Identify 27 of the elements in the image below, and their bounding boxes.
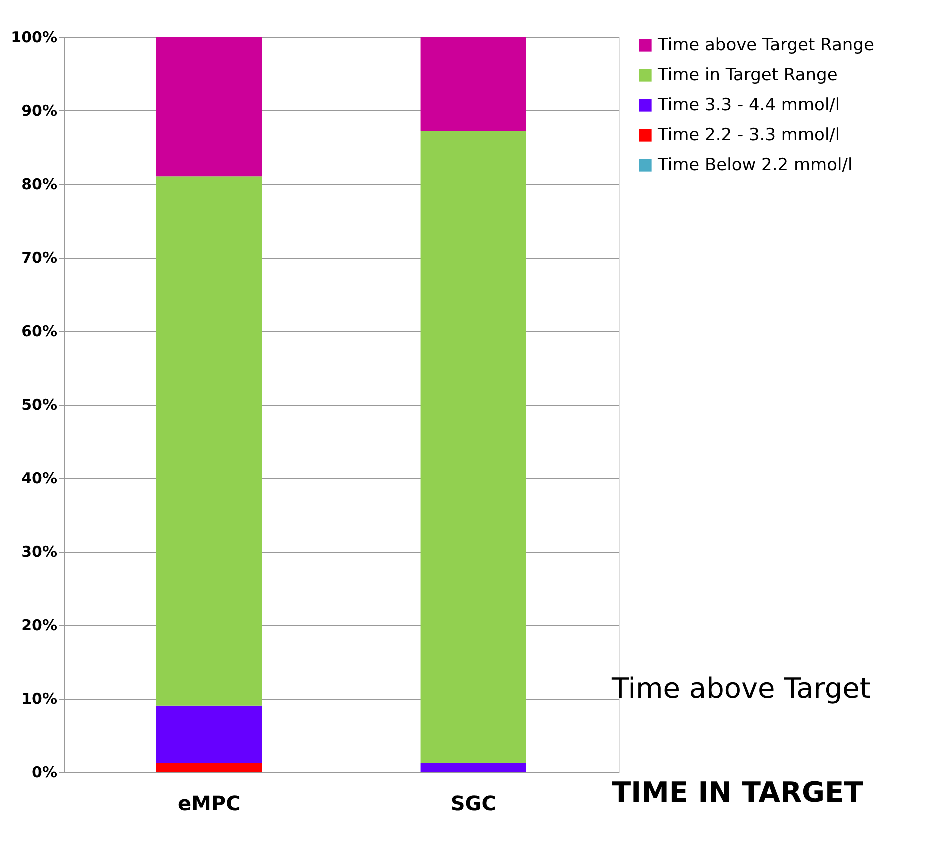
y-tick-label: 70%: [22, 249, 58, 267]
bar: [420, 37, 526, 132]
bar: [420, 131, 526, 764]
y-tick-label: 40%: [22, 470, 58, 488]
y-tick-label: 60%: [22, 322, 58, 340]
x-tick-label: eMPC: [178, 792, 241, 816]
bar: [156, 706, 262, 764]
legend-label: Time 2.2 - 3.3 mmol/l: [657, 126, 840, 146]
y-tick-label: 30%: [22, 543, 58, 561]
y-tick-label: 0%: [32, 764, 58, 782]
legend-label: Time above Target Range: [657, 36, 874, 56]
annotation: Time above Target: [611, 672, 871, 705]
bar: [156, 176, 262, 706]
bar: [420, 763, 526, 772]
legend-label: Time Below 2.2 mmol/l: [657, 156, 853, 176]
y-tick-label: 90%: [22, 102, 58, 120]
bar: [156, 763, 262, 772]
y-tick-label: 50%: [22, 396, 58, 414]
y-tick-label: 20%: [22, 616, 58, 634]
text: TIME IN TARGET: [612, 776, 864, 809]
legend-label: Time 3.3 - 4.4 mmol/l: [657, 96, 840, 116]
y-tick-label: 100%: [11, 28, 58, 46]
bar: [156, 37, 262, 177]
y-tick-label: 80%: [22, 176, 58, 194]
y-tick-label: 10%: [22, 690, 58, 708]
x-tick-label: SGC: [450, 792, 496, 816]
legend-label: Time in Target Range: [657, 66, 838, 86]
